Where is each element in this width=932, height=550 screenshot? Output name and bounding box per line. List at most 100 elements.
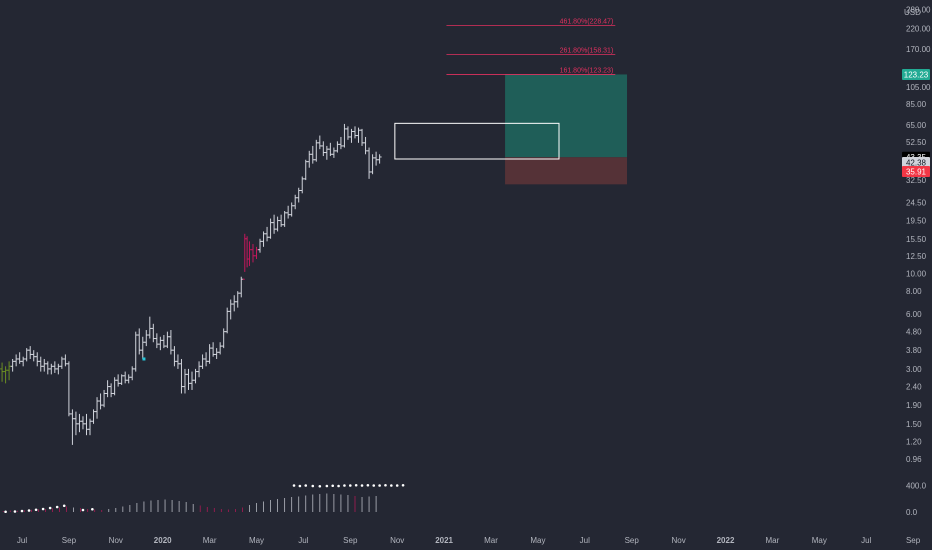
volume-dot [292, 484, 296, 487]
volume-dot [395, 484, 399, 487]
ohlc-bar [377, 154, 382, 164]
time-tick-label: 2021 [435, 536, 453, 545]
price-tick-label: 105.00 [906, 83, 931, 92]
price-tick-label: 12.50 [906, 252, 927, 261]
volume-dot [298, 484, 302, 488]
time-axis[interactable]: Jul Sep Nov 2020 Mar May Jul Sep Nov 2021 Mar May Ju… [17, 536, 921, 545]
range-rectangle[interactable] [394, 122, 560, 160]
price-tick-label: 280.00 [906, 5, 931, 14]
price-tick-label: 1.50 [906, 420, 922, 429]
price-axis[interactable]: USD 400.0 0.0 280.00 220.00 170.00 105.00 85.0… [904, 5, 931, 517]
price-tick-label: 2.40 [906, 383, 922, 392]
time-tick-label: Mar [766, 536, 780, 545]
volume-dot [343, 484, 346, 487]
price-tick-label: 3.00 [906, 365, 922, 374]
position-tool[interactable] [505, 74, 628, 185]
volume-dot [55, 505, 59, 509]
price-tag: 123.23 [902, 68, 930, 80]
volume-dot [304, 484, 308, 487]
volume-pane [2, 483, 405, 514]
volume-dot [354, 483, 358, 487]
profit-zone[interactable] [505, 74, 628, 158]
loss-zone[interactable] [505, 157, 628, 185]
volume-dot [318, 484, 322, 488]
time-tick-label: Jul [298, 536, 308, 545]
volume-dot [349, 484, 352, 487]
time-tick-label: Nov [390, 536, 404, 545]
volume-tick-label: 400.0 [906, 482, 927, 491]
volume-dot [41, 507, 45, 511]
volume-dot [311, 484, 315, 488]
time-tick-label: Mar [203, 536, 217, 545]
currency-label: USD [904, 8, 921, 17]
ohlc-series [0, 123, 382, 445]
volume-dot [62, 504, 66, 508]
time-tick-label: 2022 [717, 536, 735, 545]
price-tick-label: 4.80 [906, 328, 922, 337]
volume-dot [34, 508, 38, 512]
volume-dot [366, 483, 370, 487]
volume-dot [4, 510, 7, 514]
price-tick-label: 1.90 [906, 401, 922, 410]
price-tick-label: 170.00 [906, 45, 931, 54]
volume-dot [81, 508, 85, 512]
fib-level-label: 261.80%(158.31) [560, 48, 614, 55]
price-tag-label: 123.23 [904, 70, 929, 79]
fib-level-label: 161.80%(123.23) [560, 67, 614, 74]
time-tick-label: May [812, 536, 827, 545]
time-tick-label: Sep [906, 536, 921, 545]
volume-dot [360, 484, 364, 487]
time-tick-label: Mar [484, 536, 498, 545]
time-tick-label: Sep [62, 536, 77, 545]
price-tag: 42.38 [902, 156, 930, 168]
volume-dot [48, 506, 52, 510]
signal-square [142, 357, 146, 361]
price-tick-label: 1.20 [906, 438, 922, 447]
volume-dot [331, 484, 335, 488]
price-tick-label: 32.50 [906, 176, 927, 185]
time-tick-label: May [530, 536, 545, 545]
price-tick-label: 24.50 [906, 198, 927, 207]
volume-dot [401, 483, 405, 487]
price-tick-label: 8.00 [906, 287, 922, 296]
price-tick-label: 85.00 [906, 100, 927, 109]
price-tick-label: 10.00 [906, 269, 927, 278]
volume-dot [390, 484, 393, 487]
volume-dot [13, 510, 17, 513]
volume-dot [27, 509, 31, 512]
time-tick-label: May [249, 536, 264, 545]
time-tick-label: Jul [580, 536, 590, 545]
volume-tick-label: 0.0 [906, 508, 918, 517]
time-tick-label: Nov [671, 536, 685, 545]
price-tick-label: 15.50 [906, 235, 927, 244]
price-tick-label: 65.00 [906, 121, 927, 130]
price-tick-label: 0.96 [906, 455, 922, 464]
volume-dot [372, 484, 376, 487]
volume-dot [384, 483, 387, 487]
fibonacci-extension[interactable]: 461.80%(228.47) 261.80%(158.31) 161.80%(12… [446, 19, 616, 75]
time-tick-label: Jul [17, 536, 27, 545]
time-tick-label: 2020 [154, 536, 172, 545]
volume-dot [337, 484, 340, 488]
price-tick-label: 6.00 [906, 310, 922, 319]
price-tick-label: 220.00 [906, 25, 931, 34]
fib-level-label: 461.80%(228.47) [560, 19, 614, 26]
price-tag-label: 35.91 [906, 168, 927, 177]
volume-dot [20, 509, 24, 513]
time-tick-label: Sep [625, 536, 640, 545]
price-tag-label: 42.38 [906, 158, 927, 167]
price-tick-label: 19.50 [906, 217, 927, 226]
price-tick-label: 3.80 [906, 346, 922, 355]
volume-dot [91, 507, 94, 511]
volume-dot [378, 484, 381, 487]
consolidation-box[interactable] [394, 122, 560, 160]
time-tick-label: Sep [343, 536, 358, 545]
volume-dot [325, 484, 329, 488]
time-tick-label: Nov [109, 536, 123, 545]
signal-marker [142, 357, 146, 361]
price-tick-label: 52.50 [906, 138, 927, 147]
price-tag: 35.91 [902, 166, 930, 178]
